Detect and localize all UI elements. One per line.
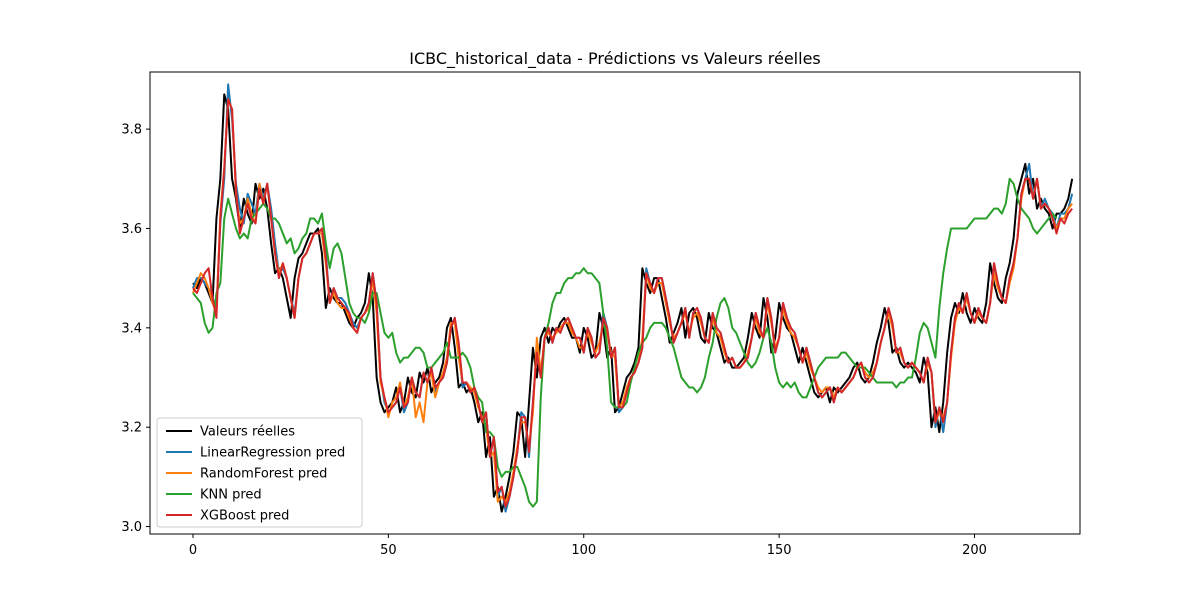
legend-box	[156, 417, 363, 528]
y-tick-label: 3.8	[121, 123, 142, 138]
x-tick-label: 0	[189, 543, 197, 558]
y-tick-label: 3.6	[121, 222, 142, 237]
legend-label-2: RandomForest pred	[200, 467, 327, 482]
legend-label-3: KNN pred	[200, 488, 262, 503]
legend: Valeurs réelles LinearRegression pred Rand…	[156, 417, 363, 528]
legend-label-4: XGBoost pred	[200, 509, 289, 524]
plot-frame	[149, 71, 1081, 535]
x-tick-label: 100	[571, 543, 596, 558]
y-axis: 3.0 3.2 3.4 3.6 3.8	[121, 123, 150, 535]
y-tick-label: 3.0	[121, 520, 142, 535]
series-line-3	[192, 177, 1058, 508]
series-layer	[192, 83, 1074, 513]
x-axis: 0 50 100 150 200	[189, 534, 987, 558]
x-tick-label: 200	[962, 543, 987, 558]
legend-label-0: Valeurs réelles	[200, 425, 295, 440]
y-tick-label: 3.2	[121, 421, 142, 436]
x-tick-label: 50	[380, 543, 397, 558]
legend-label-1: LinearRegression pred	[200, 446, 345, 461]
x-tick-label: 150	[767, 543, 792, 558]
y-tick-label: 3.4	[121, 321, 142, 336]
chart-title: ICBC_historical_data - Prédictions vs Va…	[409, 49, 821, 69]
series-line-4	[192, 98, 1073, 508]
